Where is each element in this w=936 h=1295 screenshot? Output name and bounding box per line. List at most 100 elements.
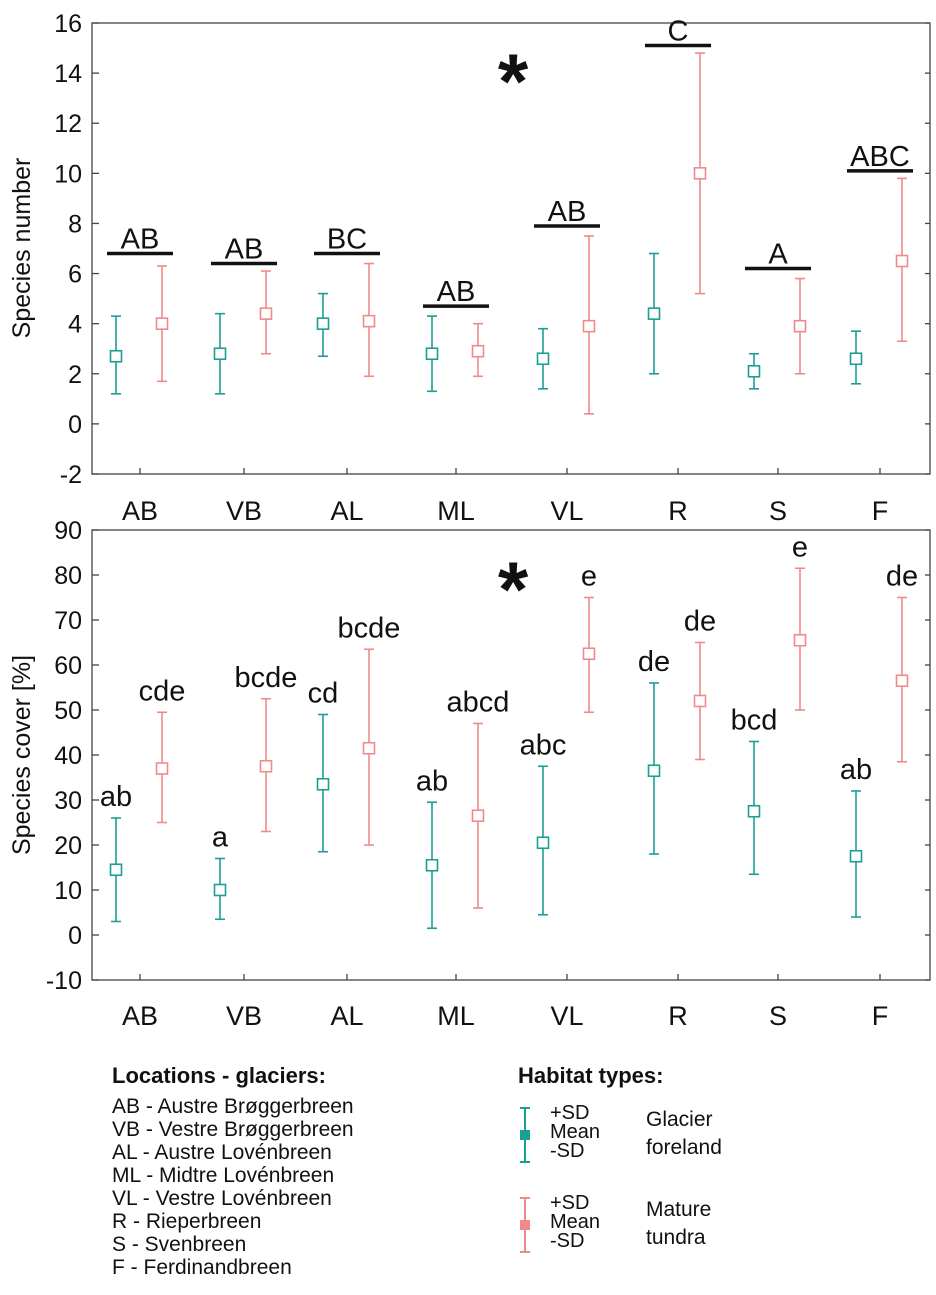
glacier-letter-label: cd: [308, 678, 339, 710]
locations-legend: Locations - glaciers: AB - Austre Brøgge…: [112, 1063, 492, 1279]
glacier-plus-sd: +SD: [550, 1102, 590, 1124]
x-tick-label: VB: [226, 1001, 262, 1031]
x-tick-label: VL: [550, 496, 583, 526]
tundra-mean: Mean: [550, 1211, 601, 1233]
tundra-mean-marker: [471, 809, 485, 823]
location-ab: AB - Austre Brøggerbreen: [112, 1095, 354, 1118]
glacier-mean-marker: [747, 804, 761, 818]
tundra-mean-marker: [582, 319, 596, 333]
y-tick-label: 50: [54, 697, 82, 725]
glacier-letter-label: a: [212, 822, 229, 854]
group-label: BC: [327, 224, 367, 256]
y-tick-label: -2: [60, 461, 82, 489]
y-tick-label: 16: [54, 10, 82, 38]
tundra-mean-marker: [259, 759, 273, 773]
y-tick-label: 2: [68, 361, 82, 389]
tundra-letter-label: de: [886, 561, 918, 593]
tundra-mean-marker: [895, 674, 909, 688]
habitat-mature-tundra: +SD Mean -SD Mature tundra: [518, 1193, 818, 1255]
y-axis-title: Species number: [8, 158, 36, 339]
tundra-letter-label: de: [684, 606, 716, 638]
x-tick-label: AB: [122, 1001, 158, 1031]
glacier-name-line1: Glacier: [646, 1108, 713, 1131]
glacier-mean-marker: [109, 863, 123, 877]
y-tick-label: 10: [54, 160, 82, 188]
glacier-mean-marker: [316, 777, 330, 791]
x-tick-label: AL: [330, 496, 363, 526]
group-label: ABC: [850, 141, 910, 173]
group-label: AB: [548, 196, 587, 228]
glacier-mean-marker: [536, 836, 550, 850]
tundra-mean-marker: [693, 167, 707, 180]
species-number-panel: -2 0 2 4 6 8 10 12 14 16 Species number AB VB AL ML VL R…: [8, 10, 931, 526]
group-label: C: [668, 16, 689, 48]
y-tick-label: 6: [68, 261, 82, 289]
y-axis-title: Species cover [%]: [8, 655, 36, 855]
species-cover-panel: -10 0 10 20 30 40 50 60 70 80 90 Species cover [%] A…: [8, 517, 931, 1031]
locations-legend-title: Locations - glaciers:: [112, 1063, 326, 1088]
habitat-glacier-foreland: +SD Mean -SD Glacier foreland: [518, 1103, 818, 1165]
y-tick-label: 70: [54, 607, 82, 635]
significance-star: *: [498, 545, 529, 633]
x-tick-label: S: [769, 496, 787, 526]
location-f: F - Ferdinandbreen: [112, 1256, 292, 1279]
tundra-letter-label: e: [792, 531, 808, 563]
y-tick-label: 0: [68, 411, 82, 439]
glacier-mean-marker: [213, 347, 227, 361]
x-tick-label: R: [668, 1001, 688, 1031]
x-tick-label: VB: [226, 496, 262, 526]
tundra-mean-marker: [895, 254, 909, 268]
location-s: S - Svenbreen: [112, 1233, 247, 1256]
tundra-mean-marker: [693, 694, 707, 708]
tundra-mean-marker: [793, 319, 807, 333]
mature-tundra-errorbar-icon: [520, 1197, 530, 1253]
y-tick-label: 12: [54, 110, 82, 138]
group-label: AB: [225, 234, 264, 266]
glacier-mean-marker: [425, 858, 439, 872]
y-tick-label: 14: [54, 60, 82, 88]
glacier-letter-label: ab: [416, 765, 448, 797]
glacier-mean-marker: [647, 764, 661, 778]
tundra-plus-sd: +SD: [550, 1192, 590, 1214]
glacier-mean-marker: [849, 849, 863, 863]
glacier-mean-marker: [425, 347, 439, 361]
tundra-mean-marker: [793, 633, 807, 647]
x-tick-label: S: [769, 1001, 787, 1031]
location-vb: VB - Vestre Brøggerbreen: [112, 1118, 354, 1141]
x-tick-label: ML: [437, 1001, 475, 1031]
y-tick-label: 90: [54, 517, 82, 545]
glacier-letter-label: ab: [100, 781, 132, 813]
x-tick-label: R: [668, 496, 688, 526]
group-label: AB: [437, 276, 476, 308]
glacier-letter-label: ab: [840, 754, 872, 786]
tundra-minus-sd: -SD: [550, 1230, 585, 1252]
y-tick-label: 0: [68, 922, 82, 950]
y-tick-label: -10: [46, 967, 82, 995]
group-label: A: [768, 239, 788, 271]
tundra-mean-marker: [155, 762, 169, 775]
y-tick-label: 60: [54, 652, 82, 680]
glacier-name-line2: foreland: [646, 1136, 722, 1159]
tundra-mean-marker: [471, 344, 485, 358]
x-tick-label: AB: [122, 496, 158, 526]
glacier-mean-marker: [213, 883, 227, 897]
x-tick-label: VL: [550, 1001, 583, 1031]
tundra-mean-marker: [155, 317, 169, 330]
tundra-letter-label: cde: [139, 675, 186, 707]
tundra-letter-label: e: [581, 561, 597, 593]
location-ml: ML - Midtre Lovénbreen: [112, 1164, 335, 1187]
y-tick-label: 20: [54, 832, 82, 860]
glacier-mean-marker: [536, 352, 550, 366]
y-tick-label: 80: [54, 562, 82, 590]
group-label: AB: [121, 224, 160, 256]
glacier-mean: Mean: [550, 1121, 601, 1143]
tundra-mean-marker: [259, 307, 273, 320]
plot-frame: [91, 22, 931, 475]
tundra-mean-marker: [362, 741, 376, 755]
glacier-letter-label: abc: [520, 729, 567, 761]
glacier-minus-sd: -SD: [550, 1140, 585, 1162]
tundra-mean-marker: [582, 647, 596, 661]
glacier-mean-marker: [316, 317, 330, 330]
y-tick-label: 10: [54, 877, 82, 905]
